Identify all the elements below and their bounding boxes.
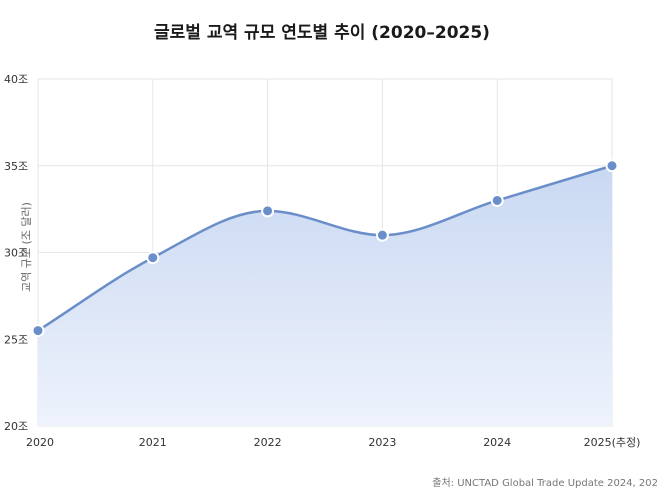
area-fill bbox=[38, 165, 612, 426]
chart-title: 글로벌 교역 규모 연도별 추이 (2020–2025) bbox=[154, 23, 490, 43]
x-tick-label: 2022 bbox=[254, 436, 282, 449]
data-point[interactable] bbox=[146, 251, 160, 265]
data-point[interactable] bbox=[375, 228, 389, 242]
y-tick-label: 40조 bbox=[4, 73, 28, 86]
y-tick-label: 20조 bbox=[4, 420, 28, 433]
y-tick-label: 35조 bbox=[4, 160, 28, 173]
data-point[interactable] bbox=[605, 159, 619, 173]
data-point[interactable] bbox=[31, 324, 45, 338]
data-markers bbox=[31, 159, 619, 338]
x-tick-label: 2024 bbox=[483, 436, 511, 449]
plot-area bbox=[37, 164, 613, 426]
data-point[interactable] bbox=[261, 204, 275, 218]
y-axis-ticks: 20조 25조 30조 35조 40조 bbox=[4, 73, 28, 433]
y-axis-label: 교역 규모 (조 달러) bbox=[20, 202, 33, 292]
y-tick-label: 25조 bbox=[4, 333, 28, 346]
x-axis-ticks: 2020 2021 2022 2023 2024 2025(추정) bbox=[26, 436, 640, 449]
x-tick-label: 2023 bbox=[368, 436, 396, 449]
data-point[interactable] bbox=[490, 193, 504, 207]
x-tick-label: 2025(추정) bbox=[584, 436, 641, 449]
y-tick-label: 30조 bbox=[4, 247, 28, 260]
x-tick-label: 2020 bbox=[26, 436, 54, 449]
source-note: 출처: UNCTAD Global Trade Update 2024, 202 bbox=[432, 477, 658, 489]
x-tick-label: 2021 bbox=[139, 436, 167, 449]
